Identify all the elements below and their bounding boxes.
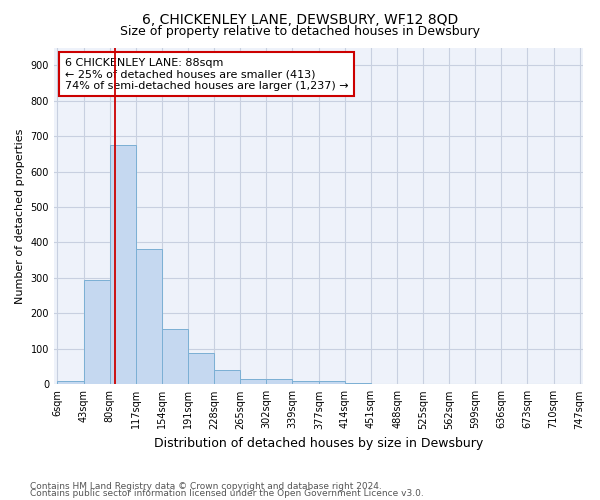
Bar xyxy=(162,330,188,384)
Bar xyxy=(110,145,136,384)
Text: Size of property relative to detached houses in Dewsbury: Size of property relative to detached ho… xyxy=(120,25,480,38)
Text: Contains HM Land Registry data © Crown copyright and database right 2024.: Contains HM Land Registry data © Crown c… xyxy=(30,482,382,491)
Bar xyxy=(58,381,83,384)
Bar xyxy=(319,381,345,384)
Text: 6, CHICKENLEY LANE, DEWSBURY, WF12 8QD: 6, CHICKENLEY LANE, DEWSBURY, WF12 8QD xyxy=(142,12,458,26)
Bar xyxy=(83,280,110,384)
Bar xyxy=(292,381,319,384)
Y-axis label: Number of detached properties: Number of detached properties xyxy=(15,128,25,304)
Text: Contains public sector information licensed under the Open Government Licence v3: Contains public sector information licen… xyxy=(30,490,424,498)
X-axis label: Distribution of detached houses by size in Dewsbury: Distribution of detached houses by size … xyxy=(154,437,483,450)
Text: 6 CHICKENLEY LANE: 88sqm
← 25% of detached houses are smaller (413)
74% of semi-: 6 CHICKENLEY LANE: 88sqm ← 25% of detach… xyxy=(65,58,348,91)
Bar xyxy=(136,248,162,384)
Bar xyxy=(240,379,266,384)
Bar xyxy=(188,353,214,384)
Bar xyxy=(214,370,240,384)
Bar xyxy=(266,379,292,384)
Bar xyxy=(345,382,371,384)
